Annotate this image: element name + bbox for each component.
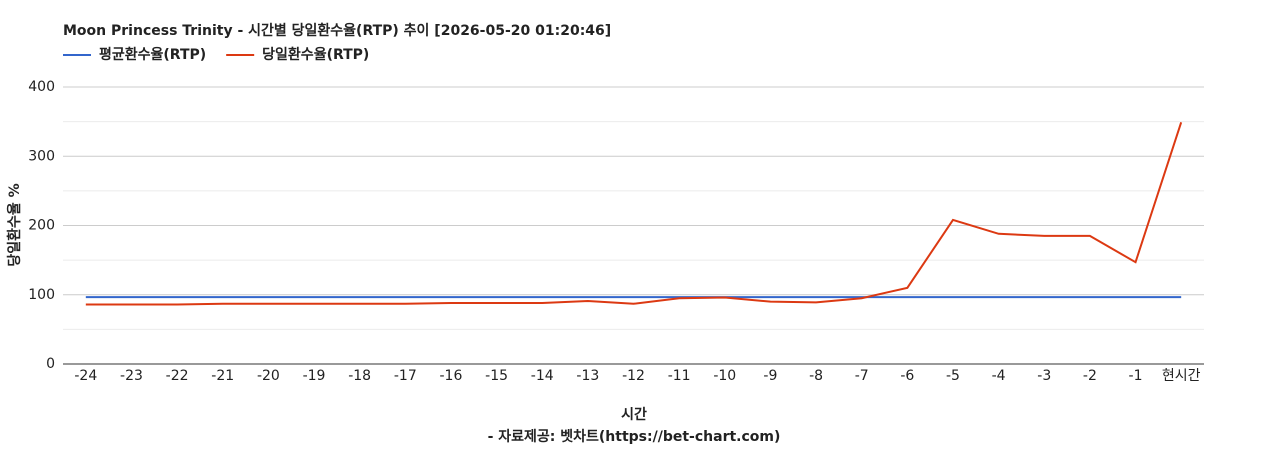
x-tick-label: -24 [74,368,98,384]
y-tick-label: 100 [28,287,55,303]
x-tick-label: -4 [991,368,1006,384]
x-tick-label: 현시간 [1161,368,1201,384]
x-tick-label: -12 [622,368,645,384]
x-tick-label: -11 [667,368,691,384]
x-tick-label: -3 [1037,368,1052,384]
x-tick-label: -8 [809,368,824,384]
y-tick-label: 200 [28,218,55,234]
y-tick-label: 300 [28,148,55,164]
x-tick-label: -23 [120,368,143,384]
series-line [85,122,1183,306]
x-tick-label: -15 [485,368,509,384]
x-tick-label: -18 [348,368,372,384]
x-tick-label: -20 [256,368,280,384]
y-axis-label: 당일환수율 % [6,183,23,266]
x-tick-label: -2 [1082,368,1097,384]
x-tick-label: -19 [302,368,326,384]
legend-label: 당일환수율(RTP) [262,46,369,63]
y-tick-label: 0 [46,356,55,372]
y-tick-label: 400 [28,79,55,95]
x-tick-label: -16 [439,368,463,384]
x-tick-label: -7 [854,368,869,384]
x-tick-label: -21 [211,368,235,384]
x-tick-label: -6 [900,368,915,384]
x-tick-label: -10 [713,368,737,384]
x-tick-label: -14 [530,368,554,384]
x-tick-label: -5 [945,368,960,384]
chart-title: Moon Princess Trinity - 시간별 당일환수율(RTP) 추… [63,22,611,39]
x-tick-label: -13 [576,368,600,384]
x-tick-label: -9 [763,368,778,384]
x-tick-label: -22 [165,368,189,384]
legend-label: 평균환수율(RTP) [99,46,206,63]
x-tick-label: -17 [393,368,417,384]
x-axis-label: 시간 [621,406,647,423]
x-tick-label: -1 [1128,368,1143,384]
footer: - 자료제공: 벳차트(https://bet-chart.com) [488,428,781,445]
